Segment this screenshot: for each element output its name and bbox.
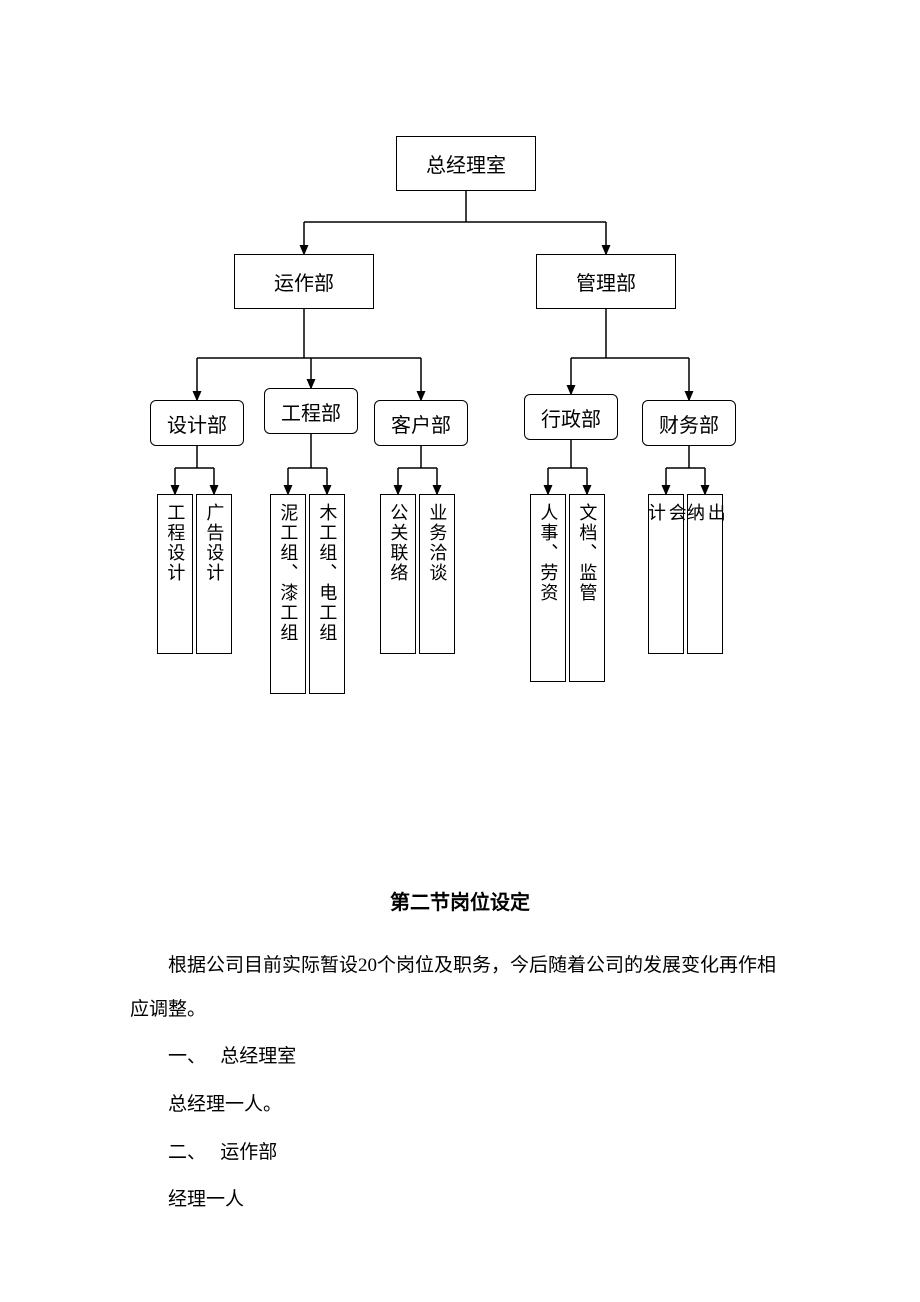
leaf-label: 人事、劳资: [538, 503, 559, 603]
section-heading: 第二节岗位设定: [130, 880, 790, 926]
org-chart: 总经理室 运作部 管理部 设计部 工程部 客户部 行政部 财务部 工程设计 广告…: [0, 0, 920, 720]
leaf-label: 广告设计: [204, 503, 225, 583]
list-item-2b: 经理一人: [130, 1178, 790, 1222]
leaf-label: 文档、监管: [577, 503, 598, 603]
node-operations: 运作部: [234, 254, 374, 309]
paragraph-intro: 根据公司目前实际暂设20个岗位及职务，今后随着公司的发展变化再作相应调整。: [130, 944, 790, 1031]
node-admin: 行政部: [524, 394, 618, 440]
leaf-design-b: 广告设计: [196, 494, 232, 654]
node-customer: 客户部: [374, 400, 468, 446]
page: 总经理室 运作部 管理部 设计部 工程部 客户部 行政部 财务部 工程设计 广告…: [0, 0, 920, 1302]
leaf-fin-a: 会 计: [648, 494, 684, 654]
leaf-label: 公关联络: [388, 503, 409, 583]
leaf-cust-a: 公关联络: [380, 494, 416, 654]
leaf-eng-a: 泥工组、漆工组: [270, 494, 306, 694]
connector-lines: [0, 0, 920, 720]
leaf-design-a: 工程设计: [157, 494, 193, 654]
leaf-eng-b: 木工组、电工组: [309, 494, 345, 694]
leaf-label: 工程设计: [165, 503, 186, 583]
list-item-1: 一、 总经理室: [130, 1035, 790, 1079]
node-root: 总经理室: [396, 136, 536, 191]
leaf-label: 木工组、电工组: [317, 503, 338, 643]
leaf-label: 会 计: [645, 503, 686, 523]
list-item-2: 二、 运作部: [130, 1131, 790, 1175]
list-item-1b: 总经理一人。: [130, 1083, 790, 1127]
leaf-label: 业务洽谈: [427, 503, 448, 583]
leaf-admin-b: 文档、监管: [569, 494, 605, 682]
node-engineering: 工程部: [264, 388, 358, 434]
leaf-label: 泥工组、漆工组: [278, 503, 299, 643]
node-design: 设计部: [150, 400, 244, 446]
leaf-label: 出 纳: [684, 503, 725, 523]
node-finance: 财务部: [642, 400, 736, 446]
node-management: 管理部: [536, 254, 676, 309]
leaf-fin-b: 出 纳: [687, 494, 723, 654]
section-body: 第二节岗位设定 根据公司目前实际暂设20个岗位及职务，今后随着公司的发展变化再作…: [130, 880, 790, 1226]
leaf-admin-a: 人事、劳资: [530, 494, 566, 682]
leaf-cust-b: 业务洽谈: [419, 494, 455, 654]
